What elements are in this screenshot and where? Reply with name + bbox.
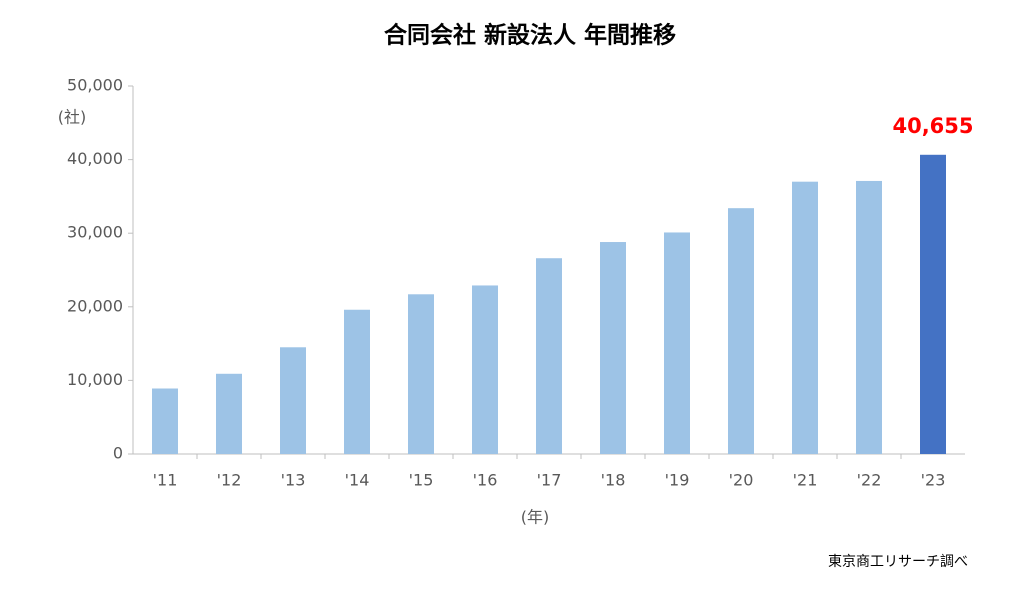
x-tick-label: '20 (729, 471, 754, 490)
y-tick-label: 0 (113, 444, 123, 463)
bar (728, 208, 754, 454)
bar (152, 388, 178, 454)
bar (536, 258, 562, 454)
bar (600, 242, 626, 454)
x-tick-label: '13 (281, 471, 306, 490)
x-unit: (年) (521, 508, 550, 527)
x-tick-label: '15 (409, 471, 434, 490)
bar (664, 232, 690, 454)
y-tick-label: 50,000 (67, 76, 123, 95)
x-tick-label: '17 (537, 471, 562, 490)
y-tick-label: 40,000 (67, 149, 123, 168)
chart-title: 合同会社 新設法人 年間推移 (384, 22, 676, 49)
x-tick-label: '14 (345, 471, 370, 490)
bar (408, 294, 434, 454)
bar (792, 181, 818, 454)
x-tick-label: '19 (665, 471, 690, 490)
y-tick-label: 30,000 (67, 223, 123, 242)
x-tick-label: '18 (601, 471, 626, 490)
x-tick-label: '22 (857, 471, 882, 490)
source: 東京商工リサーチ調べ (828, 554, 968, 570)
x-tick-label: '11 (153, 471, 178, 490)
x-tick-label: '23 (921, 471, 946, 490)
bar (344, 309, 370, 454)
x-tick-label: '12 (217, 471, 242, 490)
bar (472, 285, 498, 454)
y-unit: (社) (58, 108, 87, 127)
value-label: 40,655 (892, 114, 973, 138)
x-tick-label: '16 (473, 471, 498, 490)
x-tick-label: '21 (793, 471, 818, 490)
y-tick-label: 10,000 (67, 370, 123, 389)
bar (216, 373, 242, 454)
bar (920, 154, 946, 454)
bar (280, 347, 306, 454)
bar (856, 180, 882, 454)
y-tick-label: 20,000 (67, 296, 123, 315)
